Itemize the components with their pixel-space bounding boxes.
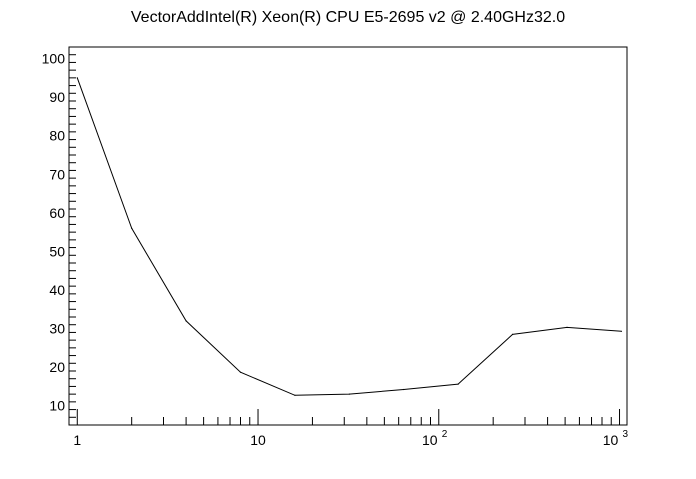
x-tick-label: 10 [422,432,438,448]
x-tick-exponent: 2 [442,429,448,440]
x-tick-label: 10 [250,432,266,448]
series-layer [76,77,623,396]
data-point [294,394,296,396]
plot-frame [68,46,628,426]
y-tick-label: 90 [49,89,65,105]
y-tick-label: 50 [49,243,65,259]
data-point [185,320,187,322]
data-point [403,388,405,391]
data-point [457,383,459,385]
data-point [131,227,133,229]
x-tick-label: 1 [73,432,81,448]
y-axis-ticks: 10 20 30 40 50 60 70 80 90 100 [42,46,76,426]
y-tick-label: 80 [49,128,65,144]
y-tick-label: 30 [49,321,65,337]
y-tick-label: 100 [42,51,66,67]
data-point [566,326,568,328]
y-tick-label: 40 [49,282,65,298]
data-point [239,371,242,373]
y-tick-label: 60 [49,205,65,221]
y-tick-label: 20 [49,359,65,375]
data-point [511,333,514,335]
x-tick-exponent: 3 [623,429,629,440]
series-line [76,77,622,396]
data-point [76,77,78,79]
data-point [348,393,350,395]
x-tick-label: 10 [603,432,619,448]
chart-title: VectorAddIntel(R) Xeon(R) CPU E5-2695 v2… [131,9,565,26]
data-point [620,330,623,332]
x-axis-ticks: 1 10 10 2 10 3 [73,409,629,448]
y-tick-label: 10 [49,398,65,414]
y-tick-label: 70 [49,166,65,182]
